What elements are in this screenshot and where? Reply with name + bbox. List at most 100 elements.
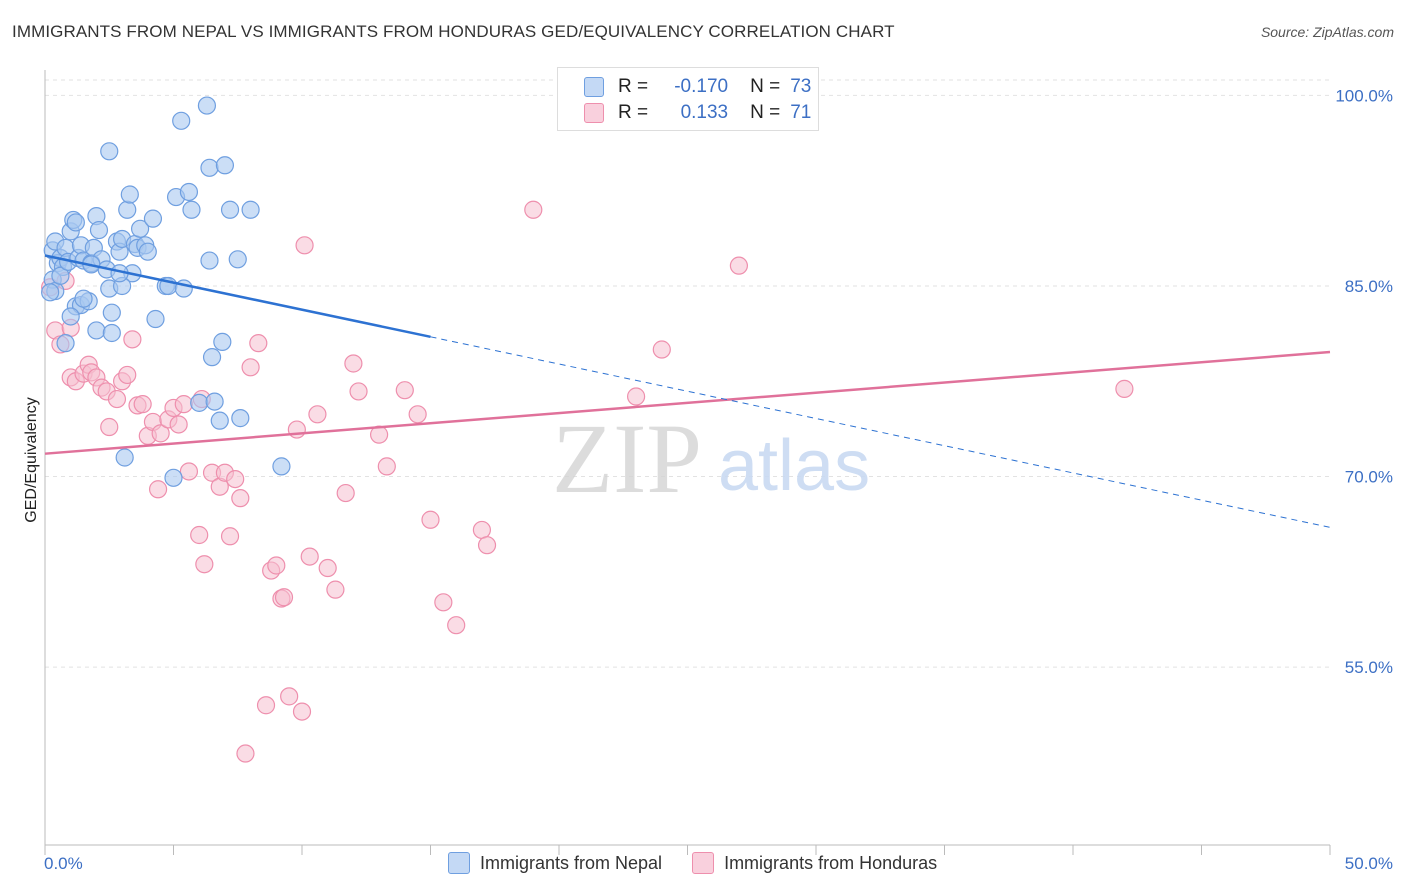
nepal-n-label: N = bbox=[750, 76, 781, 97]
nepal-point bbox=[51, 266, 70, 285]
honduras-point bbox=[195, 555, 214, 574]
nepal-point bbox=[205, 392, 224, 411]
nepal-trend-line bbox=[44, 254, 431, 339]
y-tick-label: 85.0% bbox=[1345, 277, 1393, 296]
series-honduras-points bbox=[41, 200, 1134, 763]
honduras-point bbox=[300, 547, 319, 566]
honduras-point bbox=[220, 527, 240, 546]
honduras-point bbox=[477, 536, 497, 555]
nepal-point bbox=[231, 409, 250, 428]
nepal-swatch bbox=[584, 77, 604, 97]
honduras-point bbox=[287, 420, 306, 439]
honduras-point bbox=[148, 480, 168, 499]
honduras-point bbox=[524, 200, 543, 219]
nepal-point bbox=[89, 220, 109, 240]
honduras-n-label: N = bbox=[750, 102, 781, 123]
honduras-point bbox=[326, 580, 345, 599]
nepal-point bbox=[102, 323, 121, 343]
nepal-point bbox=[200, 251, 219, 270]
nepal-point bbox=[61, 307, 80, 326]
nepal-point bbox=[146, 309, 165, 329]
watermark-atlas: atlas bbox=[718, 426, 870, 506]
nepal-point bbox=[41, 283, 60, 302]
honduras-point bbox=[652, 340, 671, 359]
nepal-point bbox=[182, 200, 201, 219]
honduras-point bbox=[169, 415, 188, 434]
honduras-point bbox=[249, 334, 268, 353]
y-tick-label: 55.0% bbox=[1345, 658, 1393, 677]
honduras-point bbox=[118, 365, 137, 385]
x-tick-label: 0.0% bbox=[44, 854, 83, 873]
y-tick-label: 100.0% bbox=[1335, 86, 1393, 105]
grid-lines bbox=[45, 79, 1330, 668]
honduras-point bbox=[434, 593, 453, 612]
y-axis-label: GED/Equivalency bbox=[23, 397, 40, 522]
nepal-point bbox=[102, 303, 121, 322]
honduras-point bbox=[336, 483, 355, 503]
honduras-point bbox=[344, 354, 363, 373]
honduras-point bbox=[190, 525, 209, 545]
chart-title: IMMIGRANTS FROM NEPAL VS IMMIGRANTS FROM… bbox=[12, 22, 895, 41]
x-tick-label: 50.0% bbox=[1345, 854, 1393, 873]
nepal-point bbox=[118, 200, 137, 219]
honduras-point bbox=[100, 417, 119, 437]
honduras-point bbox=[267, 556, 286, 575]
honduras-point bbox=[241, 358, 260, 377]
nepal-point bbox=[210, 411, 229, 430]
honduras-point bbox=[1115, 379, 1134, 398]
honduras-trend-line bbox=[44, 350, 1331, 455]
nepal-legend-label: Immigrants from Nepal bbox=[480, 852, 663, 873]
nepal-point bbox=[143, 209, 163, 228]
nepal-point bbox=[138, 242, 157, 261]
legend-item-nepal[interactable]: Immigrants from Nepal bbox=[448, 852, 662, 874]
honduras-point bbox=[256, 696, 276, 715]
nepal-n-value: 73 bbox=[790, 76, 812, 97]
honduras-point bbox=[421, 510, 440, 529]
honduras-point bbox=[226, 469, 245, 489]
series-legend: Immigrants from Nepal Immigrants from Ho… bbox=[448, 852, 967, 874]
nepal-r-value: -0.170 bbox=[674, 76, 729, 97]
honduras-point bbox=[447, 616, 466, 635]
honduras-point bbox=[123, 330, 142, 349]
honduras-point bbox=[318, 558, 337, 578]
honduras-legend-label: Immigrants from Honduras bbox=[724, 852, 938, 873]
nepal-point bbox=[66, 213, 85, 232]
nepal-point bbox=[202, 348, 222, 367]
series-nepal-points bbox=[41, 96, 291, 487]
nepal-point bbox=[100, 142, 119, 161]
nepal-point bbox=[120, 185, 139, 204]
nepal-point bbox=[172, 111, 191, 130]
nepal-point bbox=[87, 321, 106, 340]
legend-row-honduras: R = 0.133 N = 71 bbox=[584, 100, 811, 126]
honduras-n-value: 71 bbox=[790, 102, 812, 123]
honduras-point bbox=[308, 405, 327, 424]
nepal-point bbox=[115, 448, 134, 467]
nepal-point bbox=[200, 158, 219, 177]
nepal-point bbox=[241, 200, 260, 219]
honduras-r-value: 0.133 bbox=[680, 102, 729, 123]
honduras-point bbox=[231, 489, 250, 508]
nepal-point bbox=[213, 332, 232, 351]
legend-row-nepal: R = -0.170 N = 73 bbox=[584, 74, 811, 100]
honduras-r-label: R = bbox=[618, 102, 649, 123]
nepal-point bbox=[56, 334, 75, 353]
nepal-point bbox=[74, 289, 93, 308]
tick-labels: 100.0% 85.0% 70.0% 55.0% 0.0% 50.0% bbox=[44, 86, 1393, 873]
honduras-point bbox=[274, 588, 294, 607]
nepal-point bbox=[197, 96, 217, 115]
honduras-point bbox=[292, 702, 312, 721]
nepal-point bbox=[179, 182, 199, 202]
source-label: Source: ZipAtlas.com bbox=[1260, 24, 1394, 40]
honduras-point bbox=[626, 387, 646, 406]
nepal-r-label: R = bbox=[618, 76, 649, 97]
stats-legend: R = -0.170 N = 73 R = 0.133 N = 71 bbox=[557, 67, 819, 131]
honduras-point bbox=[408, 405, 427, 424]
nepal-point bbox=[272, 457, 291, 476]
honduras-legend-swatch bbox=[692, 852, 715, 874]
honduras-point bbox=[179, 462, 199, 481]
legend-item-honduras[interactable]: Immigrants from Honduras bbox=[692, 852, 937, 874]
honduras-point bbox=[280, 687, 299, 706]
nepal-point bbox=[220, 200, 240, 219]
y-tick-label: 70.0% bbox=[1345, 468, 1393, 487]
